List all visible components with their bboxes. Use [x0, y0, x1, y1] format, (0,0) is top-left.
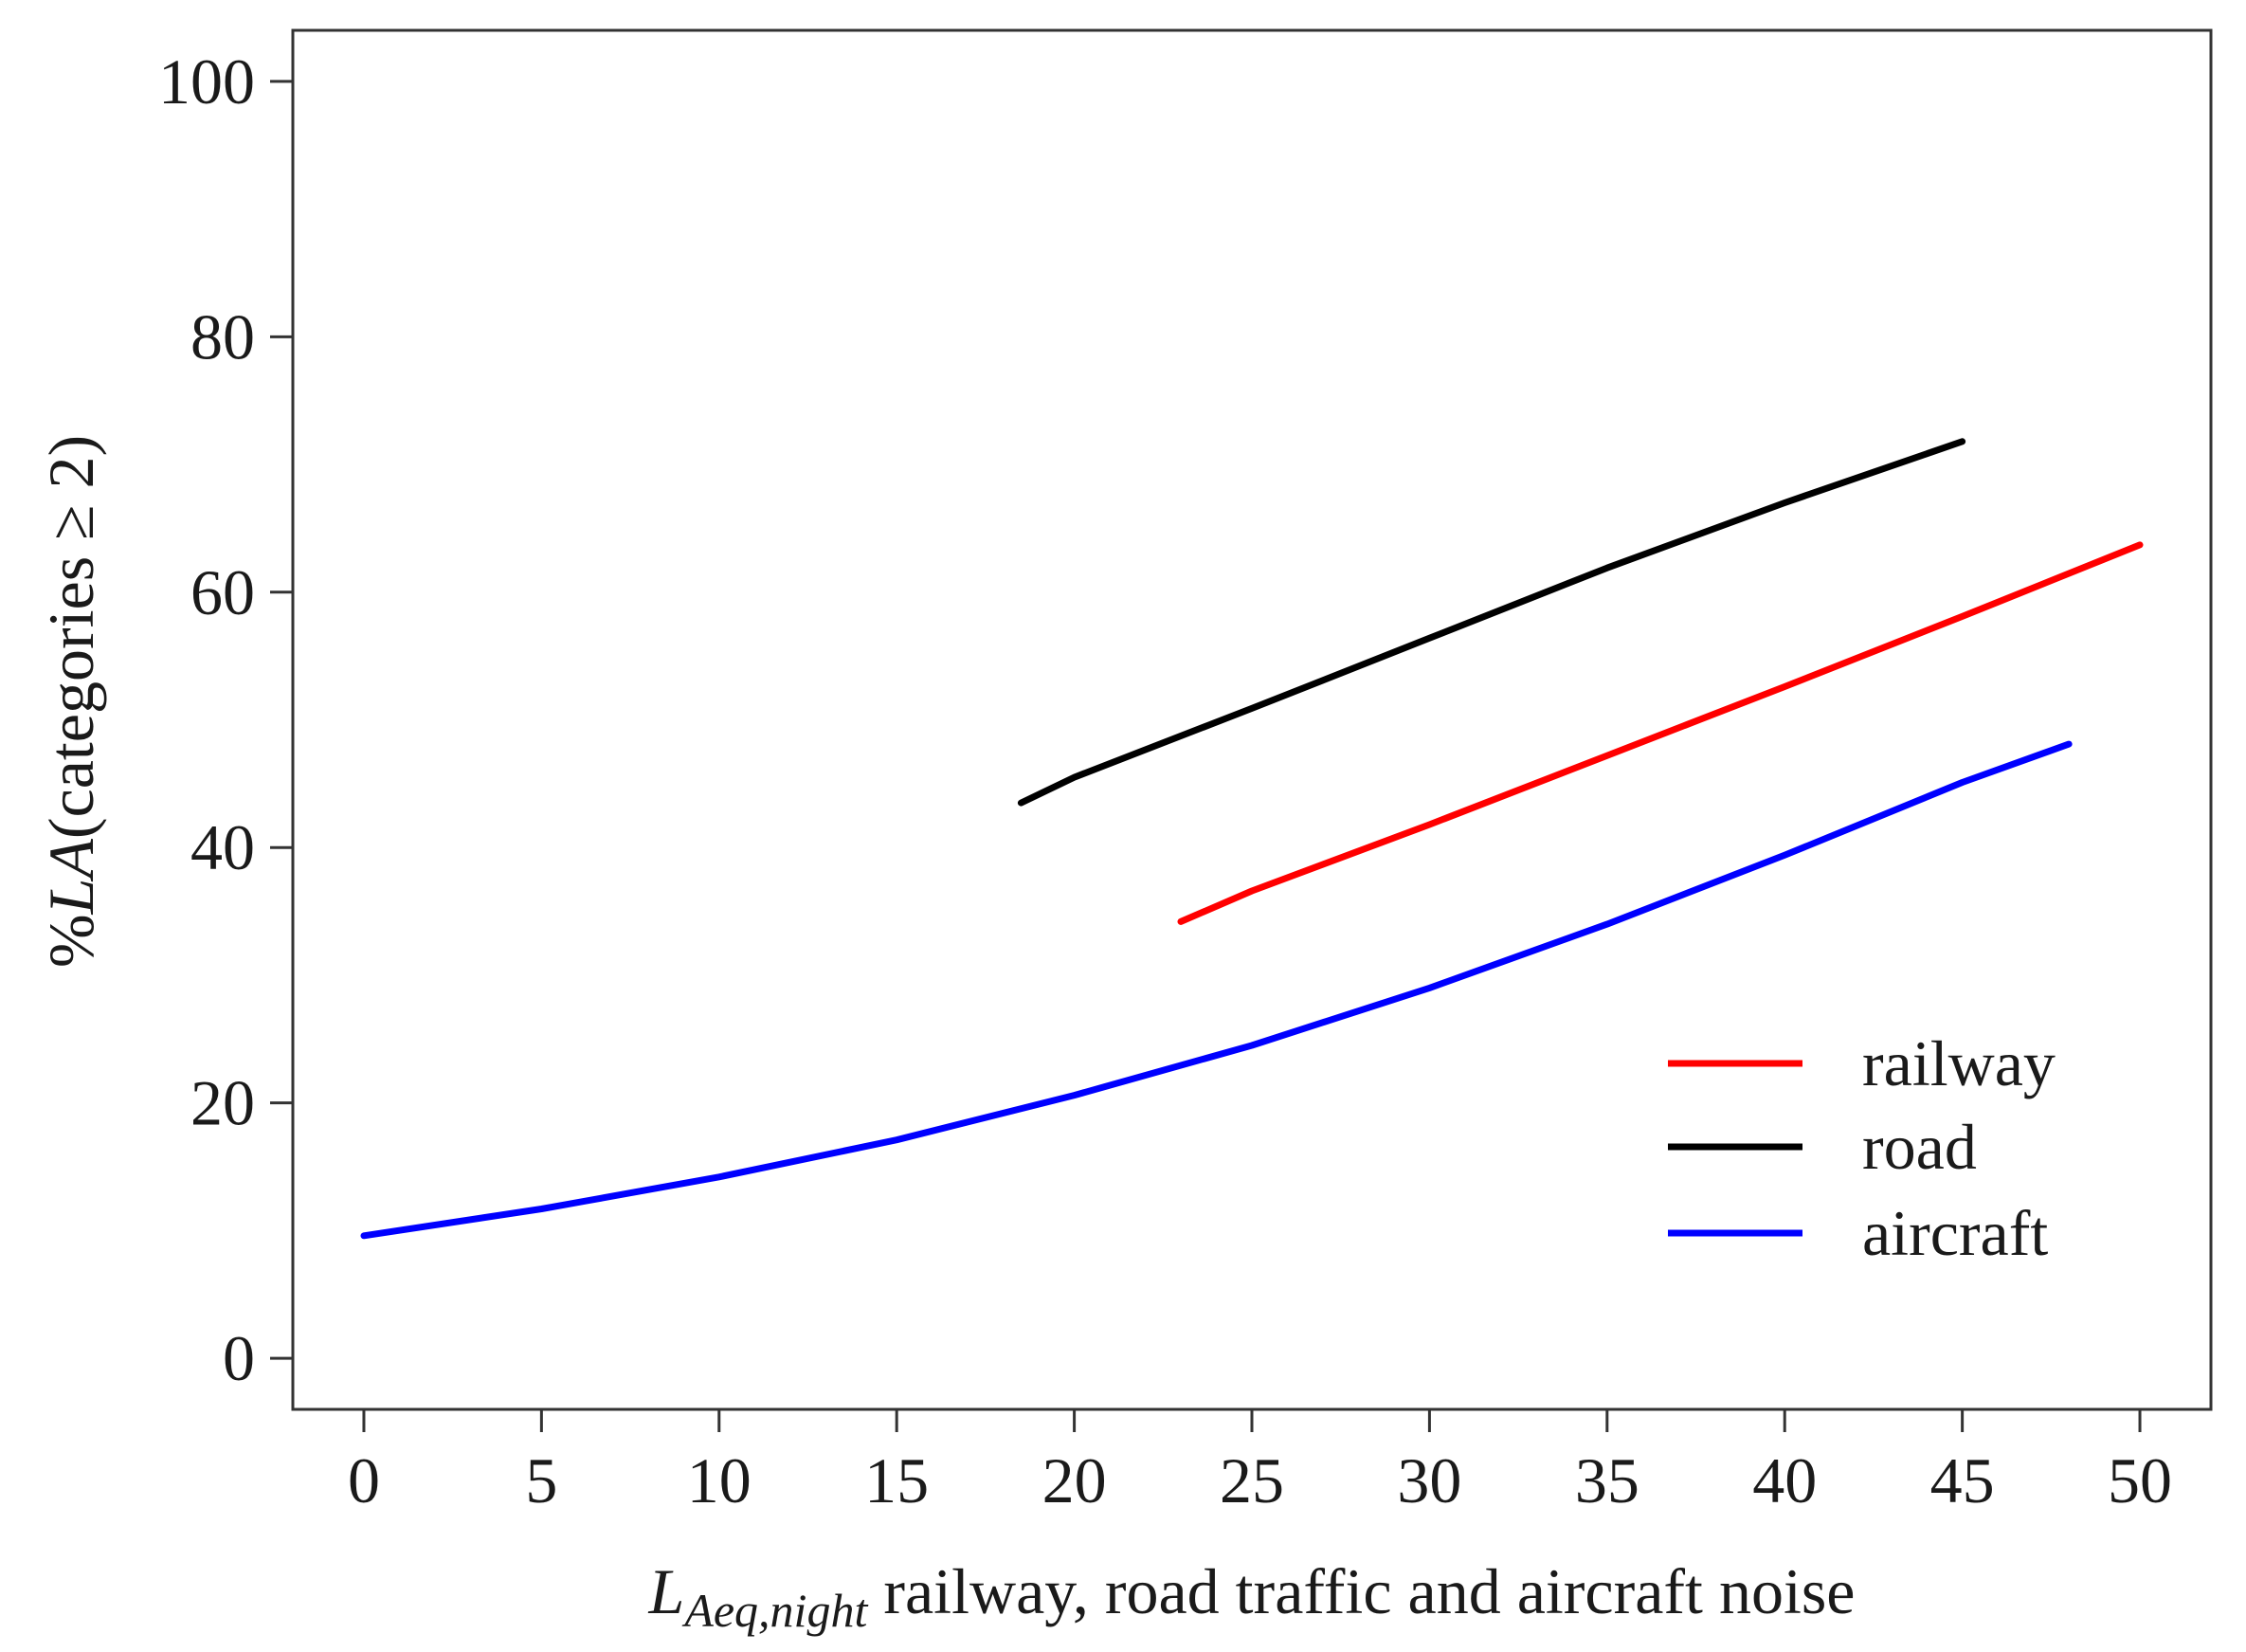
y-tick-label: 0 [223, 1322, 255, 1394]
legend-label-railway: railway [1862, 1027, 2056, 1099]
x-tick-label: 35 [1575, 1444, 1639, 1516]
legend: railway road aircraft [1668, 1027, 2056, 1269]
x-tick-label: 30 [1397, 1444, 1461, 1516]
legend-label-aircraft: aircraft [1862, 1197, 2048, 1269]
y-axis: 0 20 40 60 80 100 [158, 45, 293, 1394]
series-line-road [1017, 438, 1966, 807]
x-tick-label: 40 [1752, 1444, 1817, 1516]
x-tick-label: 20 [1042, 1444, 1107, 1516]
y-tick-label: 80 [190, 300, 255, 372]
x-axis: 0 5 10 15 20 25 30 35 40 45 50 [348, 1409, 2172, 1516]
x-tick-label: 0 [348, 1444, 380, 1516]
x-tick-label: 50 [2108, 1444, 2172, 1516]
x-tick-label: 45 [1930, 1444, 1995, 1516]
series-layer [360, 438, 2144, 1240]
y-axis-label: %LA(categories ≥ 2) [35, 435, 107, 968]
y-tick-label: 20 [190, 1067, 255, 1139]
x-tick-label: 15 [864, 1444, 929, 1516]
y-tick-label: 60 [190, 556, 255, 628]
legend-label-road: road [1862, 1111, 1977, 1183]
x-tick-label: 5 [525, 1444, 557, 1516]
y-tick-label: 40 [190, 811, 255, 883]
series-line-railway [1177, 541, 2144, 925]
x-tick-label: 25 [1220, 1444, 1284, 1516]
x-axis-label: LAeq,night railway, road traffic and air… [647, 1555, 1855, 1637]
y-tick-label: 100 [158, 45, 255, 118]
x-tick-label: 10 [687, 1444, 752, 1516]
series-line-aircraft [360, 740, 2073, 1240]
